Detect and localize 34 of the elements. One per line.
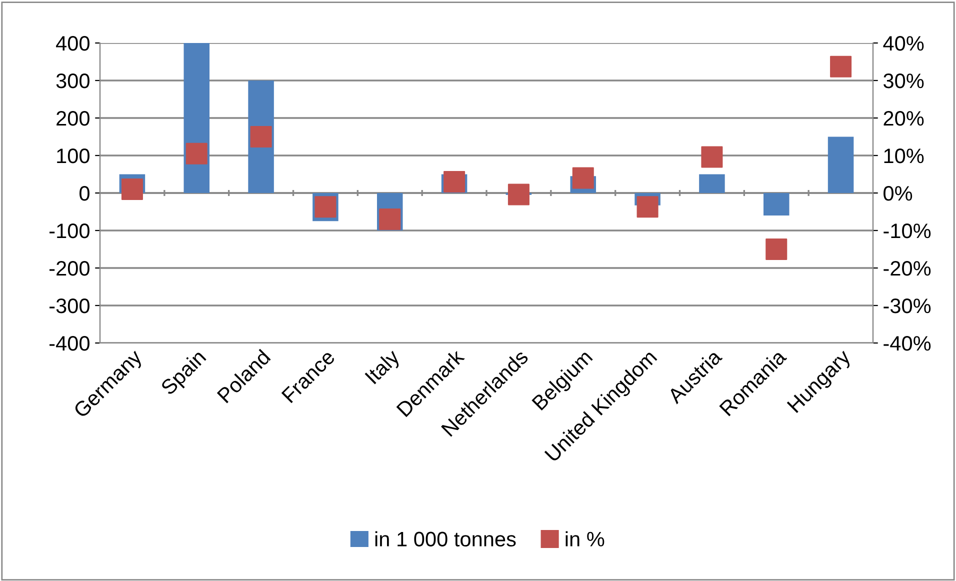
y-tick-label: 200 bbox=[56, 111, 90, 126]
point bbox=[701, 146, 723, 168]
bar bbox=[828, 136, 854, 193]
bar bbox=[763, 193, 790, 216]
y-tick-label: -300 bbox=[50, 298, 90, 314]
y2-tick-label: 0% bbox=[884, 186, 912, 201]
y2-tick-label: -10% bbox=[884, 224, 931, 238]
x-tick-label: Italy bbox=[364, 348, 404, 388]
y-tick-label: 0 bbox=[80, 186, 90, 201]
y-tick-label: -200 bbox=[50, 261, 90, 276]
point bbox=[250, 126, 272, 148]
legend-label: in % bbox=[566, 531, 604, 546]
y-tick-label: -100 bbox=[50, 224, 90, 238]
point bbox=[830, 56, 852, 78]
y2-tick-label: -40% bbox=[884, 336, 931, 351]
y-tick-label: 400 bbox=[56, 36, 90, 51]
point bbox=[636, 196, 658, 218]
bar bbox=[699, 174, 725, 193]
y2-tick-label: -20% bbox=[884, 261, 931, 276]
point bbox=[121, 178, 143, 200]
y-tick-label: 300 bbox=[56, 74, 90, 88]
y2-tick-label: 30% bbox=[884, 74, 924, 88]
y-tick-label: 100 bbox=[57, 148, 90, 164]
y2-tick-label: -30% bbox=[884, 298, 931, 314]
legend-label: in 1 000 tonnes bbox=[375, 531, 516, 547]
point bbox=[444, 170, 466, 193]
y2-tick-label: 20% bbox=[884, 111, 924, 126]
y2-tick-label: 40% bbox=[883, 36, 924, 51]
point bbox=[508, 184, 530, 206]
point bbox=[186, 142, 208, 164]
y-tick-label: -400 bbox=[50, 336, 90, 351]
point bbox=[766, 238, 788, 260]
point bbox=[572, 167, 594, 189]
y2-tick-label: 10% bbox=[884, 148, 924, 164]
